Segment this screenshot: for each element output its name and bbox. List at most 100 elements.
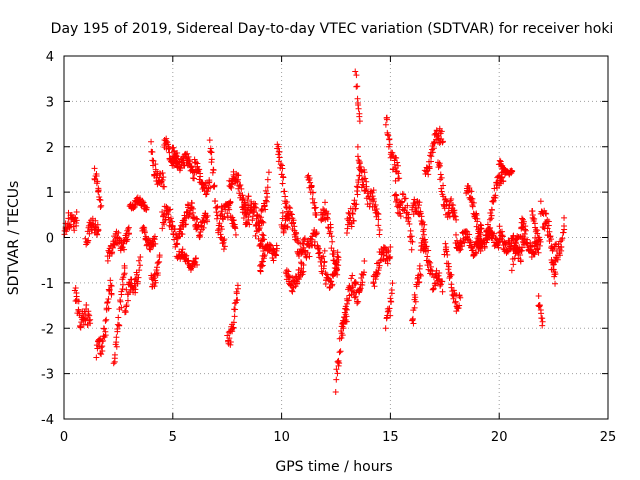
data-point xyxy=(534,230,541,237)
data-point xyxy=(234,296,241,303)
data-point xyxy=(156,252,163,259)
data-point xyxy=(116,322,123,329)
data-point xyxy=(86,312,93,319)
data-point xyxy=(407,227,414,234)
data-point xyxy=(542,220,549,227)
data-point xyxy=(478,225,485,232)
data-point xyxy=(152,240,159,247)
data-point xyxy=(251,203,258,210)
y-tick-label: 3 xyxy=(46,95,54,110)
data-point xyxy=(279,180,286,187)
data-point xyxy=(333,259,340,266)
data-point xyxy=(177,165,184,172)
data-point xyxy=(239,196,246,203)
data-point xyxy=(265,169,272,176)
data-point xyxy=(531,251,538,258)
data-point xyxy=(197,173,204,180)
data-point xyxy=(343,230,350,237)
data-point xyxy=(412,294,419,301)
data-point xyxy=(412,298,419,305)
data-point xyxy=(356,159,363,166)
data-point xyxy=(151,271,158,278)
data-point xyxy=(335,254,342,261)
data-point xyxy=(152,161,159,168)
data-point xyxy=(544,225,551,232)
data-point xyxy=(221,236,228,243)
data-point xyxy=(281,188,288,195)
data-point xyxy=(384,260,391,267)
data-point xyxy=(213,204,220,211)
data-point xyxy=(257,268,264,275)
data-point xyxy=(87,320,94,327)
data-point xyxy=(334,370,341,377)
data-point xyxy=(159,177,166,184)
data-point xyxy=(417,271,424,278)
data-point xyxy=(121,271,128,278)
data-point xyxy=(299,269,306,276)
data-point xyxy=(100,325,107,332)
data-point xyxy=(330,251,337,258)
data-point xyxy=(420,231,427,238)
data-point xyxy=(383,116,390,123)
data-point xyxy=(411,304,418,311)
data-point xyxy=(358,275,365,282)
tick-labels: 0 5 10 15 20 25 -4 -3 -2 -1 0 1 2 3 4 xyxy=(41,50,616,445)
data-point xyxy=(384,131,391,138)
data-point xyxy=(277,161,284,168)
data-point xyxy=(404,202,411,209)
data-point xyxy=(376,227,383,234)
data-point xyxy=(437,176,444,183)
data-point xyxy=(520,218,527,225)
data-point xyxy=(287,281,294,288)
data-point xyxy=(249,213,256,220)
data-point xyxy=(185,213,192,220)
data-point xyxy=(240,215,247,222)
data-point xyxy=(252,232,259,239)
data-point xyxy=(286,204,293,211)
data-point xyxy=(327,224,334,231)
data-point xyxy=(108,283,115,290)
data-point xyxy=(250,209,257,216)
data-point xyxy=(375,211,382,218)
data-point xyxy=(363,186,370,193)
data-point xyxy=(550,261,557,268)
data-point xyxy=(372,202,379,209)
data-point xyxy=(249,217,256,224)
data-point xyxy=(267,242,274,249)
data-point xyxy=(227,339,234,346)
data-point xyxy=(152,279,159,286)
data-point xyxy=(70,223,77,230)
data-point xyxy=(421,239,428,246)
data-point xyxy=(371,283,378,290)
data-point xyxy=(394,162,401,169)
data-point xyxy=(352,68,359,75)
data-point xyxy=(356,286,363,293)
data-point xyxy=(431,139,438,146)
y-tick-label: -3 xyxy=(41,368,54,383)
data-point xyxy=(343,313,350,320)
data-point xyxy=(233,288,240,295)
data-point xyxy=(408,233,415,240)
y-tick-label: -1 xyxy=(41,277,54,292)
data-point xyxy=(508,267,515,274)
data-point xyxy=(262,187,269,194)
data-point xyxy=(355,105,362,112)
data-point xyxy=(258,263,265,270)
data-point xyxy=(311,238,318,245)
data-point xyxy=(462,227,469,234)
data-point xyxy=(448,271,455,278)
data-point xyxy=(287,205,294,212)
data-point xyxy=(231,313,238,320)
data-point xyxy=(427,158,434,165)
data-point xyxy=(393,154,400,161)
data-point xyxy=(545,218,552,225)
chart-title: Day 195 of 2019, Sidereal Day-to-day VTE… xyxy=(51,21,614,37)
data-point xyxy=(353,72,360,79)
data-point xyxy=(311,199,318,206)
data-point xyxy=(107,277,114,284)
x-tick-label: 15 xyxy=(382,430,399,445)
data-point xyxy=(382,121,389,128)
data-point xyxy=(183,214,190,221)
data-point xyxy=(258,214,265,221)
data-point xyxy=(221,213,228,220)
